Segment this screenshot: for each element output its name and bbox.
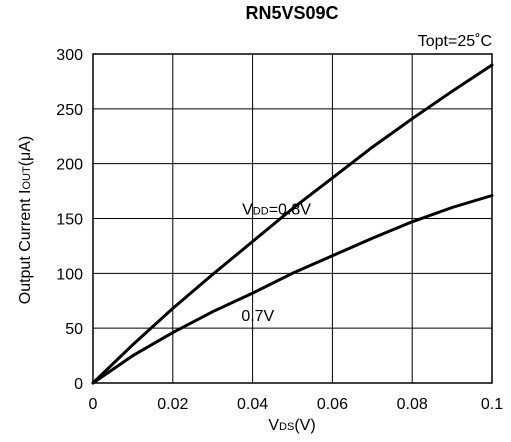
x-tick-label: 0.06 [317, 396, 348, 413]
x-tick-label: 0 [89, 396, 98, 413]
y-tick-label: 50 [65, 321, 83, 338]
y-tick-label: 0 [74, 376, 83, 393]
y-tick-label: 150 [56, 212, 83, 229]
x-tick-label: 0.08 [397, 396, 428, 413]
chart-title: RN5VS09C [245, 3, 338, 23]
x-tick-label: 0.04 [237, 396, 268, 413]
y-tick-label: 300 [56, 47, 83, 64]
condition-label: Topt=25˚C [418, 33, 492, 50]
series-label-1: VDD=0.8V [242, 202, 311, 219]
x-tick-label: 0.02 [157, 396, 188, 413]
y-tick-label: 250 [56, 102, 83, 119]
series-label-2: 0.7V [241, 308, 274, 325]
series-line-1 [91, 63, 494, 385]
series-labels: VDD=0.8V 0.7V [241, 202, 311, 325]
x-axis-title: VDS(V) [268, 417, 315, 434]
x-tick-labels: 0 0.02 0.04 0.06 0.08 0.1 [89, 396, 504, 413]
y-tick-label: 200 [56, 157, 83, 174]
y-axis-title: Output Current IOUT(μA) [17, 136, 34, 305]
y-tick-labels: 0 50 100 150 200 250 300 [56, 47, 83, 393]
series-layer [91, 63, 494, 385]
y-tick-label: 100 [56, 266, 83, 283]
series-line-2 [91, 194, 494, 385]
plot-frame [92, 53, 493, 384]
x-tick-label: 0.1 [481, 396, 503, 413]
